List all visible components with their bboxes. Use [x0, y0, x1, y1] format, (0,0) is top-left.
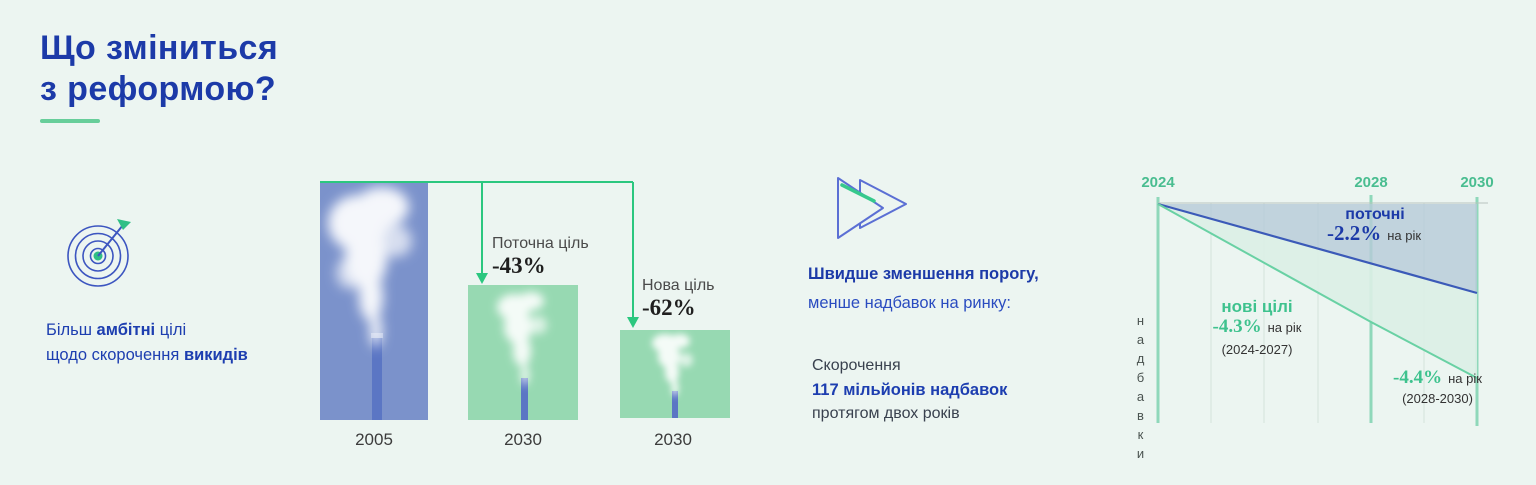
page-title: Що зміниться з реформою?: [40, 28, 278, 110]
smoke-plume: [652, 334, 693, 396]
current-rate-row: -2.2% на рік: [1309, 221, 1439, 246]
market-detail-line3: протягом двох років: [812, 405, 960, 422]
new-rate2-unit: на рік: [1448, 371, 1482, 386]
new-rate1-row: -4.3% на рік: [1197, 316, 1317, 338]
arrow-new-head: [627, 317, 639, 328]
current-target-label: Поточна ціль: [492, 235, 589, 252]
year-caption-2030-current: 2030: [504, 430, 542, 449]
new-rate2-value: -4.4%: [1393, 367, 1443, 388]
smoke-plume: [328, 187, 412, 347]
emissions-image-2030-new: [620, 330, 730, 418]
reduction-arrows: [318, 176, 738, 341]
year-caption-2005: 2005: [355, 430, 393, 449]
emissions-image-2005: [320, 183, 428, 420]
chart-year-2024: 2024: [1141, 174, 1175, 191]
page-title-line2: з реформою?: [40, 70, 277, 108]
allowances-chart: 2024 2028 2030 поточні -2.2% на рік нові…: [1125, 170, 1525, 465]
current-series-label: поточні: [1345, 206, 1405, 223]
current-rate-value: -2.2%: [1326, 221, 1382, 245]
allowances-chart-plot: [1156, 195, 1488, 426]
fast-forward-icon: [830, 168, 912, 246]
new-series-label: нові цілі: [1221, 297, 1293, 316]
ambition-line1-bold: амбітні: [96, 321, 156, 339]
chimney: [521, 378, 528, 420]
year-caption-2030-new: 2030: [654, 430, 692, 449]
current-target-value: -43%: [492, 253, 546, 278]
new-rate1-period: (2024-2027): [1221, 342, 1293, 357]
page-title-line1: Що зміниться: [40, 29, 279, 67]
new-rate1-value: -4.3%: [1212, 316, 1262, 337]
ambition-line2: щодо скорочення викидів: [46, 343, 248, 368]
ambition-line1-t2: цілі: [155, 321, 187, 339]
smoke-plume: [497, 292, 547, 385]
market-headline-bold: Швидше зменшення порогу,: [808, 265, 1039, 283]
target-icon: [59, 217, 139, 297]
market-detail-line1: Скорочення: [812, 357, 901, 374]
current-rate-unit: на рік: [1387, 228, 1422, 243]
new-rate1-unit: на рік: [1267, 320, 1302, 335]
ambition-statement: Більш амбітні цілі щодо скорочення викид…: [46, 318, 248, 368]
new-trend-line: [1157, 203, 1478, 379]
ambition-line2-t1: щодо скорочення: [46, 346, 184, 364]
new-rate2-period: (2028-2030): [1402, 391, 1473, 406]
current-trend-line: [1157, 202, 1478, 295]
chart-year-2028: 2028: [1354, 174, 1388, 191]
title-underline-dash: [40, 119, 100, 123]
chart-year-2030: 2030: [1460, 174, 1494, 191]
ambition-line1: Більш амбітні цілі: [46, 318, 248, 343]
chart-y-axis-label: надбавки: [1133, 313, 1148, 465]
emissions-image-2030-current: [468, 285, 578, 420]
new-target-value: -62%: [642, 295, 696, 320]
arrow-current-head: [476, 273, 488, 284]
chimney: [372, 335, 382, 420]
ambition-line1-t1: Більш: [46, 321, 97, 339]
market-detail-line2: 117 мільйонів надбавок: [812, 381, 1008, 399]
new-rate2-row: -4.4% на рік: [1370, 367, 1505, 389]
chimney: [672, 391, 678, 418]
market-headline-rest: менше надбавок на ринку:: [808, 294, 1011, 312]
ambition-line2-bold: викидів: [183, 346, 248, 364]
new-target-label: Нова ціль: [642, 277, 715, 294]
